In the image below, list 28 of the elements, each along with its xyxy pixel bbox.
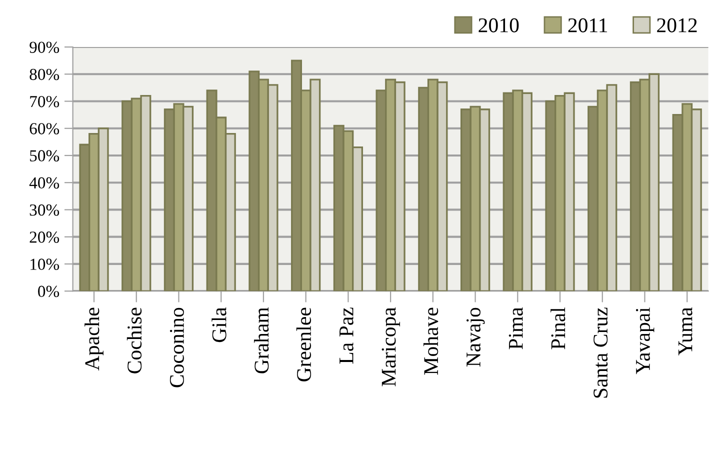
- x-tick-label: Mohave: [423, 308, 438, 375]
- y-tick-label: 10%: [30, 258, 60, 270]
- y-tick-label: 40%: [29, 177, 60, 189]
- x-tick-label: Gila: [212, 307, 226, 342]
- y-tick-label: 0%: [38, 286, 60, 298]
- x-tick-label: Yuma: [678, 307, 692, 356]
- y-tick-label: 70%: [30, 96, 60, 108]
- y-tick-label: 60%: [30, 123, 60, 134]
- y-tick-label: 90%: [30, 42, 60, 54]
- x-tick-label: Graham: [254, 307, 269, 374]
- y-tick-label: 50%: [30, 150, 60, 162]
- x-tick-label: Apache: [84, 308, 104, 370]
- legend-label: 2012: [657, 18, 697, 32]
- legend-label: 2011: [568, 18, 608, 32]
- x-tick-label: Cochise: [126, 308, 142, 374]
- x-tick-label: Yavapai: [636, 307, 654, 374]
- x-tick-label: Greenlee: [296, 308, 312, 382]
- y-tick-label: 20%: [30, 232, 60, 243]
- x-tick-label: Maricopa: [382, 307, 400, 386]
- x-tick-label: Coconino: [170, 308, 184, 388]
- y-tick-label: 80%: [30, 68, 60, 80]
- x-tick-label: Pinal: [550, 307, 566, 350]
- legend-label: 2010: [478, 18, 519, 32]
- y-tick-label: 30%: [30, 204, 60, 216]
- x-tick-label: Navajo: [466, 308, 485, 367]
- x-tick-label: Pima: [508, 307, 523, 350]
- x-tick-label: La Paz: [340, 308, 354, 364]
- x-tick-label: Santa Cruz: [594, 308, 608, 398]
